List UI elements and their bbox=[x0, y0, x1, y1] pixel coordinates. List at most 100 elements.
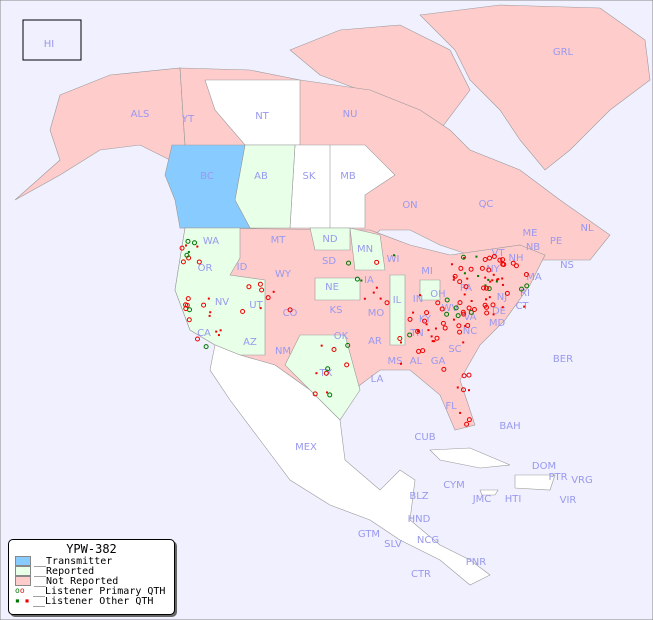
listener-primary-qth bbox=[487, 255, 493, 261]
listener-primary-qth bbox=[484, 310, 490, 316]
listener-primary-qth bbox=[312, 391, 318, 397]
region-label-blz: BLZ bbox=[409, 491, 428, 502]
listener-primary-qth bbox=[463, 284, 469, 290]
listener-primary-qth bbox=[500, 261, 506, 267]
region-label-il: IL bbox=[393, 295, 402, 306]
listener-other-qth bbox=[375, 286, 378, 289]
region-west-reported bbox=[174, 227, 266, 356]
region-ab bbox=[234, 144, 296, 229]
region-label-vir: VIR bbox=[560, 495, 577, 506]
listener-other-qth bbox=[219, 329, 222, 332]
region-label-sd: SD bbox=[322, 256, 336, 267]
region-label-in: IN bbox=[413, 294, 423, 305]
region-label-ma: MA bbox=[526, 272, 542, 283]
listener-primary-qth bbox=[466, 372, 472, 378]
listener-primary-qth bbox=[442, 325, 448, 331]
listener-primary-qth bbox=[180, 259, 186, 265]
region-label-ne: NE bbox=[325, 282, 339, 293]
region-label-nm: NM bbox=[275, 346, 291, 357]
region-label-nh: NH bbox=[509, 253, 524, 264]
listener-primary-qth bbox=[456, 323, 462, 329]
region-label-vrg: VRG bbox=[571, 475, 593, 486]
listener-primary-qth bbox=[457, 300, 463, 306]
region-label-hnd: HND bbox=[408, 514, 431, 525]
region-label-wy: WY bbox=[275, 269, 292, 280]
listener-other-qth bbox=[417, 330, 420, 333]
region-label-wi: WI bbox=[387, 254, 400, 265]
listener-other-qth bbox=[487, 278, 490, 281]
region-mexico bbox=[209, 344, 491, 586]
listener-primary-qth bbox=[407, 316, 413, 322]
listener-primary-qth bbox=[201, 302, 207, 308]
listener-other-qth bbox=[185, 244, 188, 247]
legend-label: __Listener Primary QTH bbox=[33, 585, 166, 597]
region-label-ia: IA bbox=[364, 275, 374, 286]
listener-other-qth bbox=[372, 291, 375, 294]
listener-primary-qth bbox=[439, 306, 445, 312]
listener-primary-qth bbox=[484, 304, 490, 310]
listener-primary-qth bbox=[265, 295, 271, 301]
listener-primary-qth bbox=[187, 307, 193, 313]
legend-item-reported: __Reported bbox=[15, 566, 174, 577]
legend-label: __Not Reported bbox=[34, 575, 119, 587]
listener-markers bbox=[179, 238, 530, 427]
region-arctic-islands bbox=[289, 24, 471, 131]
region-label-md: MD bbox=[489, 318, 506, 329]
listener-primary-qth bbox=[491, 253, 497, 259]
region-label-de: DE bbox=[492, 306, 506, 317]
listener-primary-qth bbox=[483, 285, 489, 291]
listener-primary-qth bbox=[259, 287, 265, 293]
region-label-fl: FL bbox=[445, 401, 457, 412]
listener-other-qth bbox=[196, 245, 199, 248]
region-label-al: AL bbox=[410, 356, 423, 367]
listener-primary-qth bbox=[374, 259, 380, 265]
region-jamaica bbox=[479, 489, 499, 496]
region-label-slv: SLV bbox=[384, 539, 402, 550]
region-label-gtm: GTM bbox=[358, 529, 380, 540]
listener-other-qth bbox=[459, 411, 462, 414]
listener-other-qth bbox=[497, 278, 500, 281]
listener-primary-qth bbox=[444, 311, 450, 317]
listener-other-qth bbox=[427, 329, 430, 332]
listener-other-qth bbox=[484, 284, 487, 287]
listener-primary-qth bbox=[441, 366, 447, 372]
listener-primary-qth bbox=[519, 286, 525, 292]
region-label-ber: BER bbox=[553, 354, 573, 365]
region-label-mt: MT bbox=[271, 235, 287, 246]
listener-primary-qth bbox=[240, 308, 246, 314]
listener-primary-qth bbox=[461, 373, 467, 379]
listener-primary-qth bbox=[184, 302, 190, 308]
region-label-ctr: CTR bbox=[411, 569, 431, 580]
listener-primary-qth bbox=[452, 273, 458, 279]
legend-label: __Listener Other QTH bbox=[33, 595, 154, 607]
region-label-va: VA bbox=[463, 312, 476, 323]
listener-primary-qth bbox=[327, 392, 333, 398]
listener-primary-qth bbox=[185, 238, 191, 244]
listener-other-qth bbox=[326, 391, 329, 394]
region-label-cym: CYM bbox=[443, 480, 465, 491]
listener-other-qth bbox=[315, 372, 318, 375]
region-label-ct: CT bbox=[515, 301, 529, 312]
listener-primary-qth bbox=[203, 344, 209, 350]
listener-primary-qth bbox=[479, 265, 485, 271]
region-label-on: ON bbox=[402, 200, 417, 211]
listener-primary-qth bbox=[344, 362, 350, 368]
region-label-la: LA bbox=[371, 374, 384, 385]
legend-title: YPW-382 bbox=[66, 542, 117, 556]
listener-primary-qth bbox=[435, 300, 441, 306]
region-label-co: CO bbox=[283, 308, 298, 319]
region-label-nl: NL bbox=[580, 223, 593, 234]
region-label-jmc: JMC bbox=[472, 494, 492, 505]
listener-other-qth bbox=[477, 275, 480, 278]
listener-primary-qth bbox=[194, 336, 200, 342]
transmitter-swatch bbox=[15, 556, 31, 566]
listener-other-qth bbox=[431, 340, 434, 343]
listener-primary-qth bbox=[466, 417, 472, 423]
region-label-mex: MEX bbox=[295, 442, 317, 453]
region-label-ok: OK bbox=[334, 331, 349, 342]
listener-primary-qth bbox=[246, 284, 252, 290]
listener-primary-qth bbox=[257, 281, 263, 287]
listener-other-qth bbox=[492, 313, 495, 316]
listener-primary-qth bbox=[422, 318, 428, 324]
